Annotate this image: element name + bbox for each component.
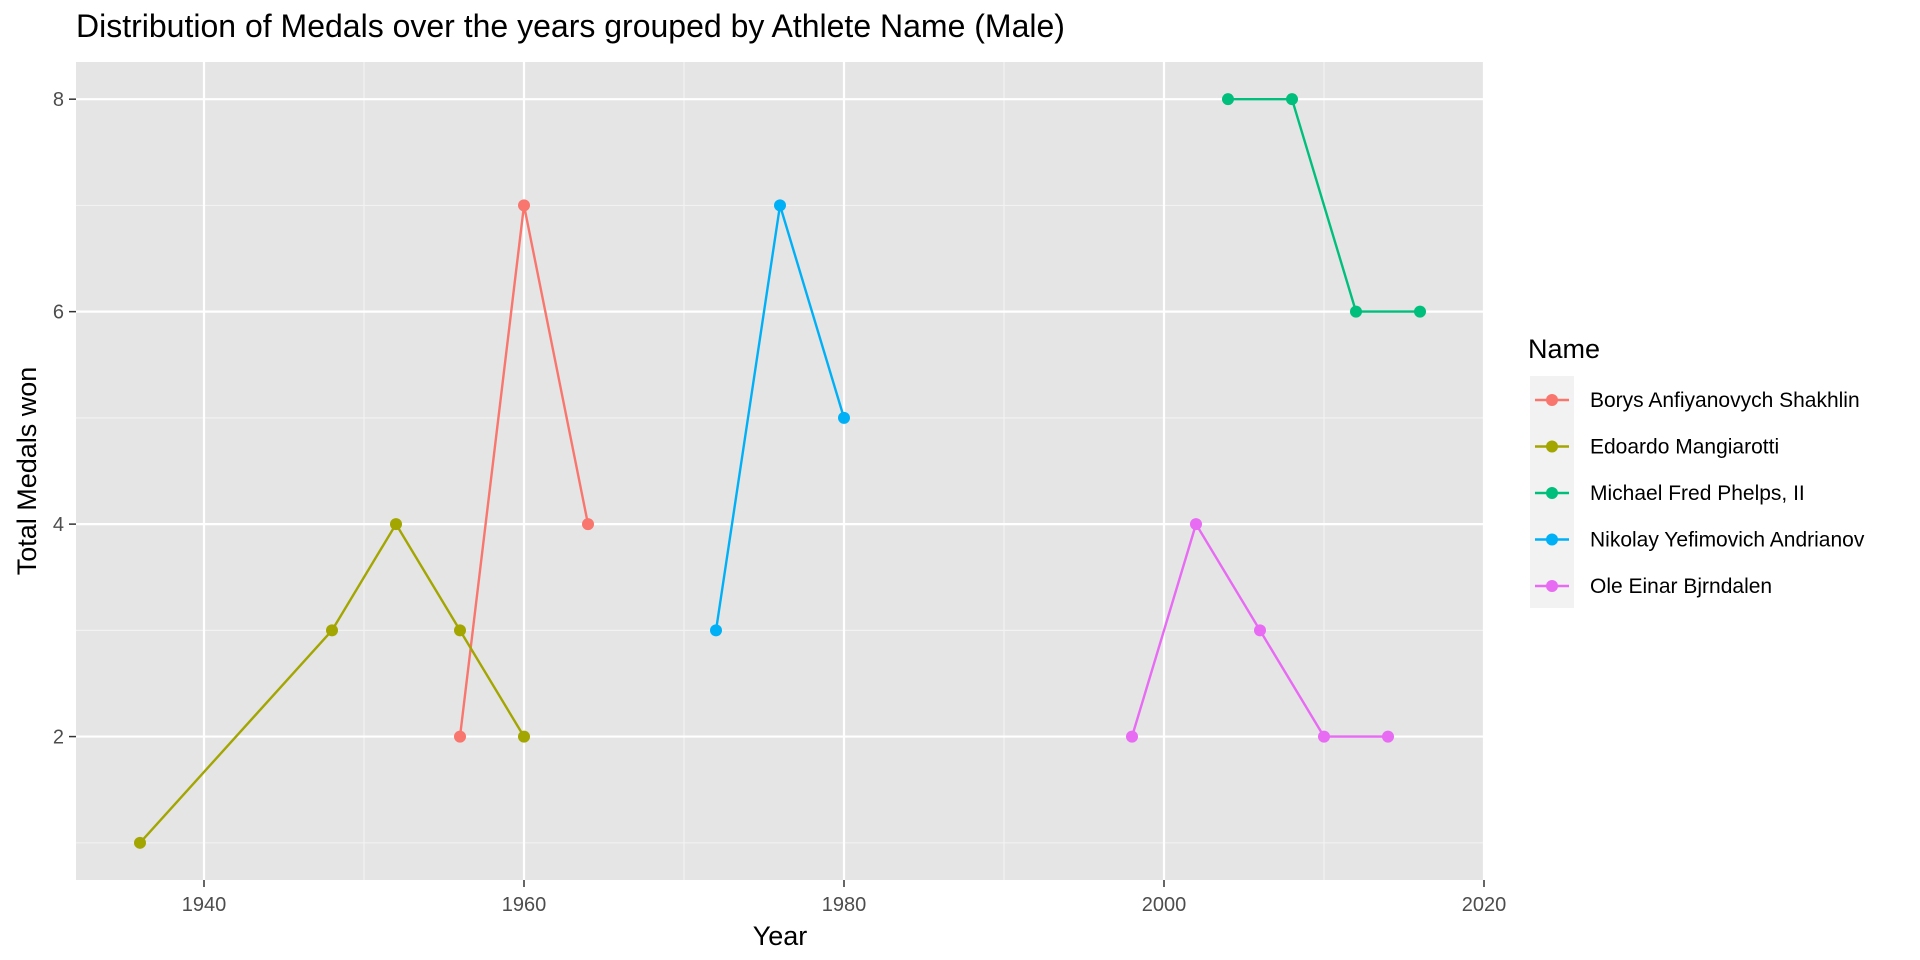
data-point [390, 518, 402, 531]
legend: Name Borys Anfiyanovych Shakhlin Edoardo … [1528, 334, 1865, 608]
data-point [1254, 624, 1266, 637]
x-tick-label: 1940 [182, 894, 227, 916]
data-point [326, 624, 338, 637]
x-tick-label: 2000 [1142, 894, 1187, 916]
legend-key-point [1546, 440, 1558, 453]
data-point [838, 411, 850, 424]
data-point [454, 730, 466, 743]
legend-key-point [1546, 533, 1558, 546]
x-tick-label: 1980 [822, 894, 867, 916]
series-line [1228, 97, 1420, 313]
minor-gridlines [76, 62, 1484, 880]
legend-label: Edoardo Mangiarotti [1590, 436, 1779, 459]
x-tick-label: 1960 [502, 894, 547, 916]
major-gridlines [76, 62, 1486, 880]
data-point [582, 518, 594, 531]
y-tick-label: 8 [53, 89, 64, 111]
data-point [454, 624, 466, 637]
data-point [1222, 93, 1234, 106]
y-tick-label: 6 [53, 302, 64, 324]
data-point [774, 199, 786, 212]
legend-label: Michael Fred Phelps, II [1590, 482, 1805, 505]
data-point [1286, 93, 1298, 106]
y-axis-title: Total Medals won [12, 367, 42, 576]
data-point [518, 730, 530, 743]
y-tick-label: 2 [53, 727, 64, 749]
data-point [710, 624, 722, 637]
data-point [1126, 730, 1138, 743]
legend-label: Ole Einar Bjrndalen [1590, 575, 1772, 598]
legend-label: Borys Anfiyanovych Shakhlin [1590, 389, 1860, 412]
data-point [1350, 305, 1362, 318]
x-tick-label: 2020 [1462, 894, 1507, 916]
data-point [1318, 730, 1330, 743]
legend-key-point [1546, 580, 1558, 592]
legend-key-point [1546, 487, 1558, 499]
chart-title: Distribution of Medals over the years gr… [76, 8, 1065, 44]
data-point [518, 199, 530, 212]
data-point [134, 836, 146, 849]
series-layer [134, 93, 1426, 849]
legend-key-point [1546, 394, 1558, 406]
legend-label: Nikolay Yefimovich Andrianov [1590, 529, 1865, 552]
data-point [1382, 730, 1394, 743]
legend-title: Name [1528, 334, 1600, 364]
data-point [1190, 518, 1202, 531]
x-axis-title: Year [753, 921, 808, 951]
plot-panel [76, 62, 1484, 880]
axes-layer: 1940 1960 1980 2000 2020 2 4 6 8 [53, 89, 1506, 916]
data-point [1414, 305, 1426, 318]
y-tick-label: 4 [53, 514, 64, 536]
